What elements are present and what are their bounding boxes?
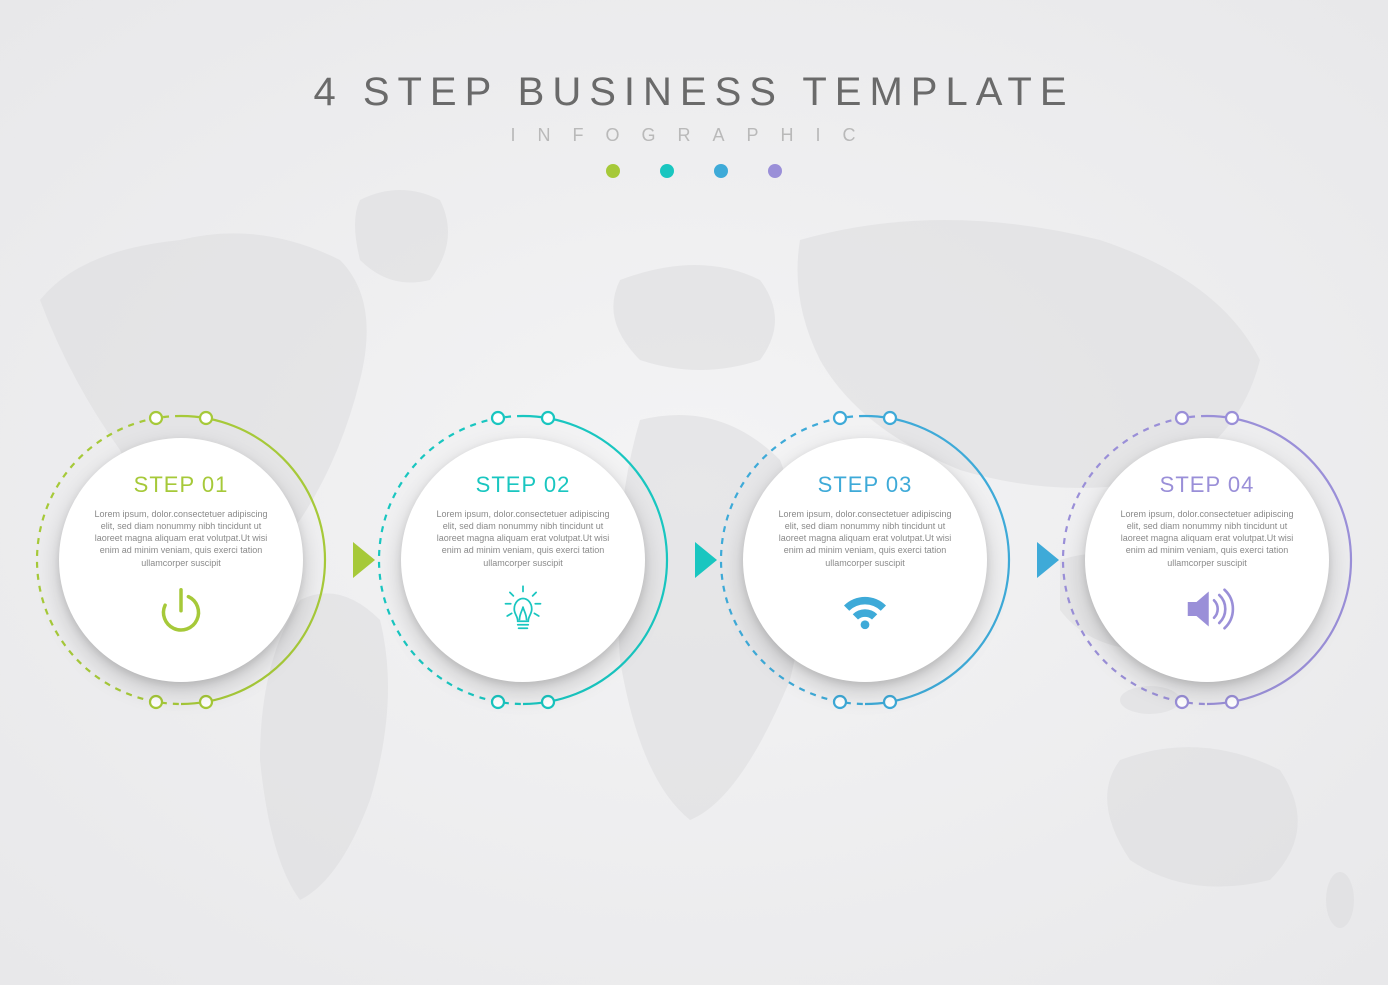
step-3-arrow — [1037, 542, 1059, 578]
step-4-disc: STEP 04 Lorem ipsum, dolor.consectetuer … — [1085, 438, 1329, 682]
lightbulb-icon — [495, 581, 551, 637]
accent-dot-4 — [768, 164, 782, 178]
accent-dot-1 — [606, 164, 620, 178]
step-1-disc: STEP 01 Lorem ipsum, dolor.consectetuer … — [59, 438, 303, 682]
step-4: STEP 04 Lorem ipsum, dolor.consectetuer … — [1057, 410, 1357, 710]
step-1: STEP 01 Lorem ipsum, dolor.consectetuer … — [31, 410, 331, 710]
header: 4 STEP BUSINESS TEMPLATE INFOGRAPHIC — [0, 70, 1388, 178]
step-1-arrow — [353, 542, 375, 578]
speaker-icon — [1179, 581, 1235, 637]
wifi-icon — [837, 581, 893, 637]
power-icon — [153, 581, 209, 637]
step-2-label: STEP 02 — [476, 472, 571, 498]
accent-dot-3 — [714, 164, 728, 178]
page-title: 4 STEP BUSINESS TEMPLATE — [0, 70, 1388, 115]
step-3-label: STEP 03 — [818, 472, 913, 498]
step-2-disc: STEP 02 Lorem ipsum, dolor.consectetuer … — [401, 438, 645, 682]
step-3-body: Lorem ipsum, dolor.consectetuer adipisci… — [773, 508, 957, 569]
steps-row: STEP 01 Lorem ipsum, dolor.consectetuer … — [0, 410, 1388, 710]
step-2: STEP 02 Lorem ipsum, dolor.consectetuer … — [373, 410, 673, 710]
page-subtitle: INFOGRAPHIC — [0, 125, 1388, 146]
step-3: STEP 03 Lorem ipsum, dolor.consectetuer … — [715, 410, 1015, 710]
step-2-arrow — [695, 542, 717, 578]
step-4-label: STEP 04 — [1160, 472, 1255, 498]
accent-dots-row — [0, 164, 1388, 178]
step-4-body: Lorem ipsum, dolor.consectetuer adipisci… — [1115, 508, 1299, 569]
step-1-label: STEP 01 — [134, 472, 229, 498]
accent-dot-2 — [660, 164, 674, 178]
step-2-body: Lorem ipsum, dolor.consectetuer adipisci… — [431, 508, 615, 569]
step-1-body: Lorem ipsum, dolor.consectetuer adipisci… — [89, 508, 273, 569]
step-3-disc: STEP 03 Lorem ipsum, dolor.consectetuer … — [743, 438, 987, 682]
